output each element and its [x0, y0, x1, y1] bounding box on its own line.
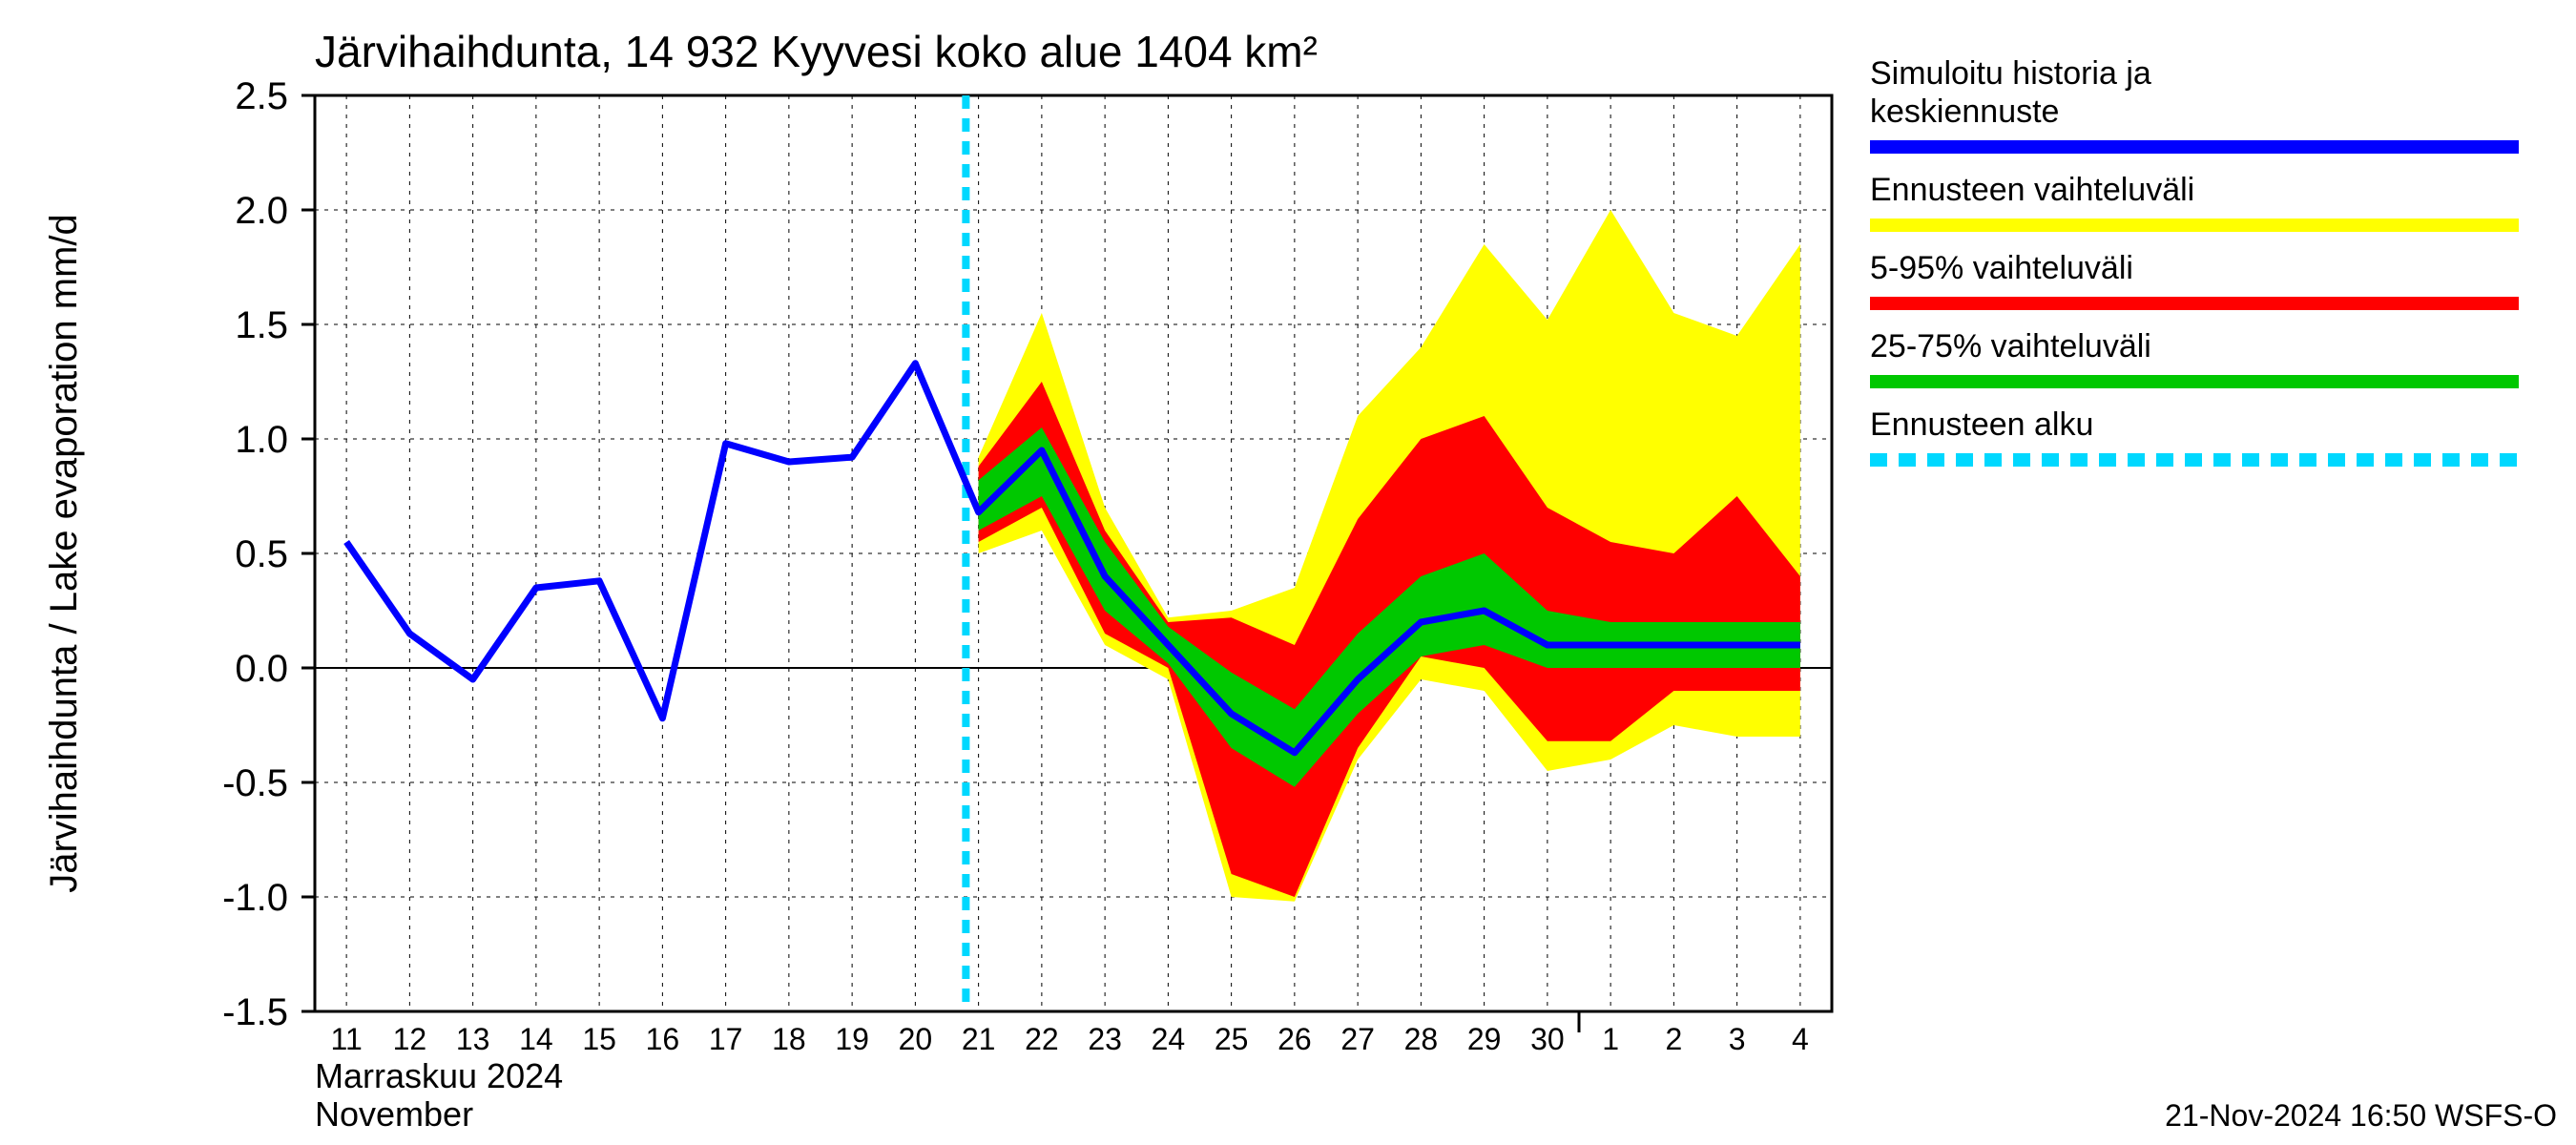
xtick-label: 30	[1530, 1022, 1565, 1056]
xtick-label: 15	[582, 1022, 616, 1056]
ytick-label: 0.0	[235, 648, 288, 690]
legend-label: Ennusteen alku	[1870, 406, 2093, 443]
ytick-label: -1.0	[222, 877, 288, 919]
chart-container: -1.5-1.0-0.50.00.51.01.52.02.51112131415…	[0, 0, 2576, 1145]
legend-label: 25-75% vaihteluväli	[1870, 328, 2151, 364]
xtick-label: 29	[1467, 1022, 1502, 1056]
xtick-label: 21	[962, 1022, 996, 1056]
xtick-label: 28	[1404, 1022, 1439, 1056]
xtick-label: 1	[1602, 1022, 1619, 1056]
xtick-label: 23	[1088, 1022, 1122, 1056]
xtick-label: 25	[1215, 1022, 1249, 1056]
xtick-label: 11	[331, 1022, 363, 1056]
xtick-label: 22	[1025, 1022, 1059, 1056]
xtick-label: 12	[393, 1022, 427, 1056]
xtick-label: 19	[835, 1022, 869, 1056]
ytick-label: -1.5	[222, 991, 288, 1033]
xtick-label: 4	[1792, 1022, 1809, 1056]
ytick-label: -0.5	[222, 762, 288, 804]
xtick-label: 17	[709, 1022, 743, 1056]
legend-label: Simuloitu historia ja	[1870, 55, 2151, 92]
chart-svg: -1.5-1.0-0.50.00.51.01.52.02.51112131415…	[0, 0, 2576, 1145]
ytick-label: 2.5	[235, 75, 288, 117]
xtick-label: 3	[1729, 1022, 1746, 1056]
x-month-label-en: November	[315, 1094, 473, 1134]
xtick-label: 27	[1340, 1022, 1375, 1056]
xtick-label: 13	[456, 1022, 490, 1056]
chart-title: Järvihaihdunta, 14 932 Kyyvesi koko alue…	[315, 27, 1318, 76]
footer-text: 21-Nov-2024 16:50 WSFS-O	[2165, 1098, 2557, 1133]
xtick-label: 2	[1665, 1022, 1682, 1056]
xtick-label: 26	[1278, 1022, 1312, 1056]
ytick-label: 0.5	[235, 533, 288, 575]
xtick-label: 18	[772, 1022, 806, 1056]
y-axis-label: Järvihaihdunta / Lake evaporation mm/d	[43, 214, 85, 893]
xtick-label: 24	[1152, 1022, 1186, 1056]
xtick-label: 16	[646, 1022, 680, 1056]
xtick-label: 20	[899, 1022, 933, 1056]
ytick-label: 1.5	[235, 304, 288, 346]
legend-label: Ennusteen vaihteluväli	[1870, 172, 2194, 208]
legend-label: keskiennuste	[1870, 94, 2059, 130]
ytick-label: 1.0	[235, 419, 288, 461]
legend-label: 5-95% vaihteluväli	[1870, 250, 2133, 286]
x-month-label-fi: Marraskuu 2024	[315, 1056, 563, 1095]
ytick-label: 2.0	[235, 190, 288, 232]
xtick-label: 14	[519, 1022, 553, 1056]
